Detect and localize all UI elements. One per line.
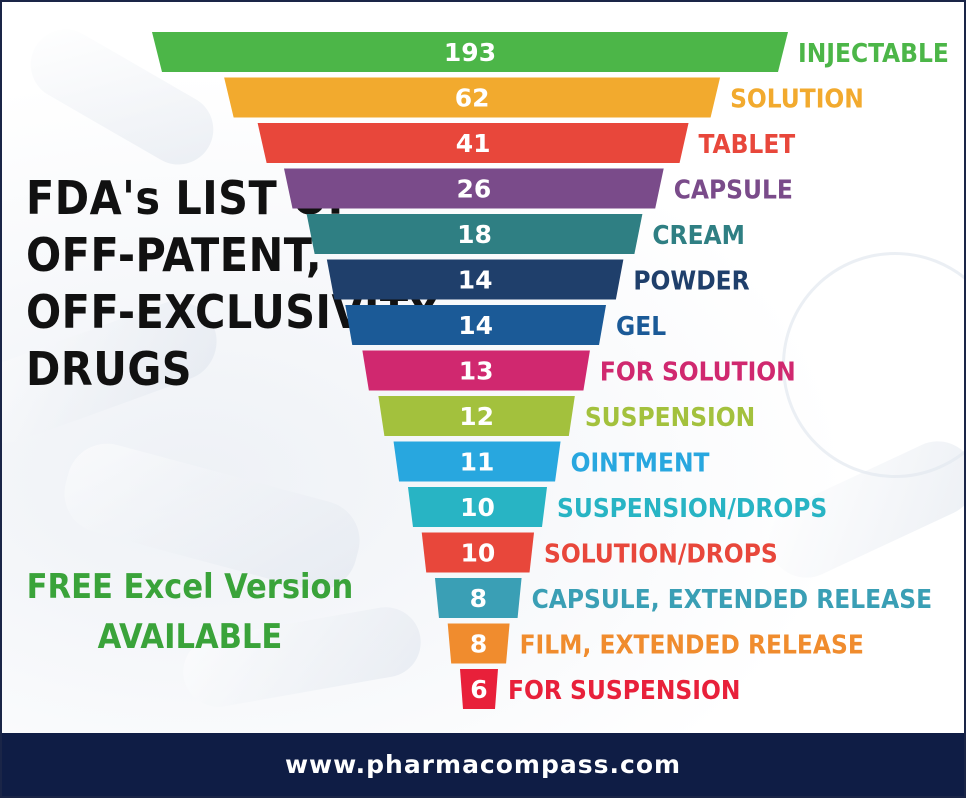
funnel-bar — [326, 259, 624, 300]
funnel-value-label: 18 — [457, 220, 492, 249]
excel-promo-line: FREE Excel Version — [26, 567, 354, 607]
funnel-chart: 193 INJECTABLE 62 SOLUTION 41 TABLET 26 CAPSULE… — [152, 32, 949, 709]
funnel-value-label: 62 — [455, 84, 490, 113]
funnel-category-label: FOR SUSPENSION — [508, 676, 740, 706]
funnel-category-label: INJECTABLE — [798, 39, 949, 69]
funnel-category-label: OINTMENT — [571, 449, 710, 479]
funnel-value-label: 12 — [459, 402, 494, 431]
funnel-category-label: SOLUTION — [730, 85, 864, 115]
footer-bar: www.pharmacompass.com — [2, 733, 964, 796]
funnel-category-label: SUSPENSION — [585, 403, 755, 433]
funnel-value-label: 11 — [460, 448, 495, 477]
funnel-bar — [257, 123, 689, 163]
funnel-category-label: TABLET — [699, 130, 796, 160]
funnel-category-label: FOR SOLUTION — [600, 358, 796, 388]
funnel-category-label: FILM, EXTENDED RELEASE — [520, 631, 864, 661]
funnel-value-label: 14 — [458, 266, 493, 295]
funnel-value-label: 6 — [470, 675, 487, 704]
title-line: OFF-PATENT, — [26, 228, 323, 282]
funnel-value-label: 13 — [459, 357, 494, 386]
funnel-bar — [434, 578, 522, 618]
funnel-bar — [362, 350, 590, 391]
funnel-category-label: CAPSULE, EXTENDED RELEASE — [532, 585, 933, 615]
funnel-category-label: SOLUTION/DROPS — [544, 540, 778, 570]
funnel-value-label: 14 — [458, 311, 493, 340]
funnel-category-label: POWDER — [633, 267, 749, 297]
funnel-value-label: 193 — [444, 38, 496, 67]
funnel-bar — [345, 305, 607, 345]
funnel-bar — [393, 441, 561, 482]
funnel-bar — [284, 168, 664, 209]
funnel-category-label: CAPSULE — [674, 176, 793, 206]
funnel-bar — [447, 623, 510, 664]
funnel-bar — [378, 396, 575, 436]
funnel-bar — [421, 532, 535, 573]
excel-promo[interactable]: FREE Excel Version AVAILABLE — [22, 562, 358, 662]
funnel-bar — [224, 77, 721, 118]
funnel-category-label: CREAM — [652, 221, 745, 251]
funnel-bar — [460, 669, 498, 709]
funnel-value-label: 10 — [460, 493, 495, 522]
funnel-value-label: 26 — [456, 175, 491, 204]
funnel-value-label: 8 — [470, 630, 487, 659]
funnel-value-label: 8 — [470, 584, 487, 613]
funnel-value-label: 41 — [456, 129, 491, 158]
funnel-bar — [306, 214, 643, 254]
funnel-category-label: GEL — [616, 312, 666, 342]
title-line: DRUGS — [26, 342, 193, 396]
funnel-category-label: SUSPENSION/DROPS — [557, 494, 827, 524]
funnel-bar — [152, 32, 788, 72]
funnel-value-label: 10 — [460, 539, 495, 568]
funnel-bar — [407, 487, 547, 527]
excel-promo-line: AVAILABLE — [97, 617, 283, 657]
website-link[interactable]: www.pharmacompass.com — [284, 750, 682, 779]
